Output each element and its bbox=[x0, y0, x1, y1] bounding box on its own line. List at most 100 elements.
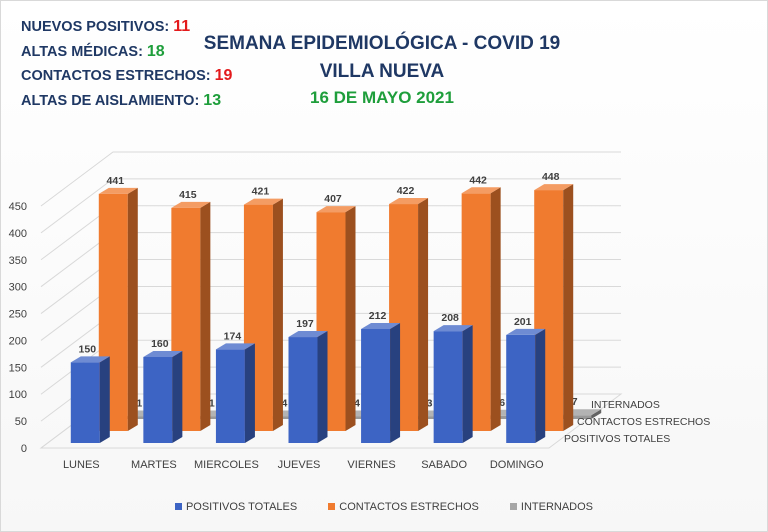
bar-side bbox=[172, 350, 183, 443]
x-tick-label: MIERCOLES bbox=[194, 459, 259, 471]
bar-front bbox=[215, 349, 245, 443]
chart-subtitle: VILLA NUEVA bbox=[319, 61, 445, 82]
bar-top bbox=[534, 184, 574, 191]
x-tick-label: MARTES bbox=[131, 459, 177, 471]
y-tick-label: 450 bbox=[9, 201, 27, 213]
x-tick-label: VIERNES bbox=[347, 459, 395, 471]
bar-front bbox=[271, 416, 301, 419]
bar-side bbox=[490, 187, 501, 431]
stat-altas-aislamiento: ALTAS DE AISLAMIENTO: 13 bbox=[21, 89, 232, 114]
bar-side bbox=[563, 184, 574, 431]
bar-front bbox=[126, 416, 156, 419]
data-label: 201 bbox=[514, 316, 532, 328]
bar-front bbox=[489, 415, 519, 419]
data-label: 150 bbox=[79, 343, 97, 355]
y-tick-label: 300 bbox=[9, 282, 27, 294]
bar-top bbox=[98, 187, 138, 194]
bar-side bbox=[317, 331, 328, 443]
data-label: 174 bbox=[224, 330, 242, 342]
y-tick-label: 50 bbox=[15, 416, 27, 428]
bar-top bbox=[288, 331, 328, 338]
bar-side bbox=[535, 328, 546, 443]
stats-panel: NUEVOS POSITIVOS: 11 ALTAS MÉDICAS: 18 CON… bbox=[21, 15, 232, 113]
x-tick-label: LUNES bbox=[63, 459, 100, 471]
bar-front bbox=[506, 334, 536, 443]
y-tick-label: 0 bbox=[21, 443, 27, 455]
bar-top bbox=[143, 350, 183, 357]
bar-front bbox=[199, 416, 229, 419]
y-tick-label: 350 bbox=[9, 255, 27, 267]
data-label: 160 bbox=[151, 338, 169, 350]
chart-title: SEMANA EPIDEMIOLÓGICA - COVID 19 bbox=[203, 33, 561, 54]
bar-side bbox=[244, 343, 255, 443]
y-tick-label: 150 bbox=[9, 362, 27, 374]
data-label: 407 bbox=[324, 193, 342, 205]
y-tick-label: 400 bbox=[9, 228, 27, 240]
bar-side bbox=[99, 356, 110, 443]
bar-front bbox=[361, 328, 391, 443]
legend-label: CONTACTOS ESTRECHOS bbox=[339, 501, 479, 513]
depth-axis-label: INTERNADOS bbox=[591, 399, 660, 411]
data-label: 212 bbox=[369, 310, 387, 322]
stat-value: 18 bbox=[146, 42, 165, 60]
chart-date: 16 DE MAYO 2021 bbox=[310, 88, 454, 107]
bar-side bbox=[127, 187, 138, 431]
bar-front bbox=[288, 337, 318, 443]
gridline bbox=[40, 178, 621, 234]
stat-nuevos-positivos: NUEVOS POSITIVOS: 11 bbox=[21, 15, 232, 40]
stat-contactos-estrechos: CONTACTOS ESTRECHOS: 19 bbox=[21, 64, 232, 89]
legend-swatch bbox=[328, 503, 336, 510]
data-label: 442 bbox=[469, 174, 487, 186]
bar-chart: 0 50 100 150 200 250 300 350 400 450 1 1 4 4 3 6 7 441 415… bbox=[9, 151, 710, 471]
data-label: 7 bbox=[572, 396, 578, 408]
bar-side bbox=[200, 201, 211, 431]
legend-label: POSITIVOS TOTALES bbox=[185, 501, 298, 513]
bar-top bbox=[171, 201, 211, 208]
bar-side bbox=[272, 198, 283, 431]
x-tick-label: JUEVES bbox=[278, 459, 321, 471]
data-label: 422 bbox=[397, 185, 415, 197]
bar-side bbox=[390, 322, 401, 443]
legend-item-positivos: POSITIVOS TOTALES bbox=[174, 501, 298, 513]
bar-top bbox=[215, 343, 255, 350]
legend-swatch bbox=[509, 503, 517, 510]
bar-top bbox=[70, 356, 110, 363]
data-label: 441 bbox=[107, 175, 125, 187]
y-tick-label: 100 bbox=[9, 389, 27, 401]
y-tick-label: 250 bbox=[9, 309, 27, 321]
bar-front bbox=[344, 416, 374, 419]
data-label: 208 bbox=[441, 312, 459, 324]
data-label: 4 bbox=[282, 398, 288, 410]
stat-label: CONTACTOS ESTRECHOS: bbox=[21, 68, 211, 84]
data-label: 3 bbox=[427, 398, 433, 410]
depth-axis-label: CONTACTOS ESTRECHOS bbox=[577, 416, 710, 428]
gridline bbox=[40, 151, 621, 207]
bar-top bbox=[316, 206, 356, 213]
data-label: 448 bbox=[542, 171, 560, 183]
bar-top bbox=[361, 322, 401, 329]
stat-label: ALTAS DE AISLAMIENTO: bbox=[21, 92, 200, 109]
bar-top bbox=[243, 198, 283, 205]
bar-front bbox=[417, 416, 447, 419]
data-label: 197 bbox=[296, 318, 314, 330]
stat-label: ALTAS MÉDICAS: bbox=[21, 43, 143, 60]
stat-altas-medicas: ALTAS MÉDICAS: 18 bbox=[21, 40, 232, 65]
stat-label: NUEVOS POSITIVOS: bbox=[21, 19, 170, 35]
legend: POSITIVOS TOTALES CONTACTOS ESTRECHOS IN… bbox=[1, 501, 767, 513]
bar-side bbox=[345, 206, 356, 431]
bar-top bbox=[461, 187, 501, 194]
x-tick-label: DOMINGO bbox=[490, 459, 544, 471]
stat-value: 11 bbox=[173, 18, 191, 35]
bar-top bbox=[389, 198, 429, 205]
x-tick-label: SABADO bbox=[421, 459, 467, 471]
data-label: 4 bbox=[354, 398, 360, 410]
depth-axis-label: POSITIVOS TOTALES bbox=[564, 433, 670, 445]
data-label: 1 bbox=[209, 398, 215, 410]
bar-front bbox=[562, 415, 592, 419]
bar-front bbox=[143, 356, 173, 443]
stat-value: 19 bbox=[214, 67, 233, 84]
data-label: 6 bbox=[499, 397, 505, 409]
legend-item-contactos: CONTACTOS ESTRECHOS bbox=[328, 501, 479, 513]
bar-front bbox=[433, 331, 463, 443]
